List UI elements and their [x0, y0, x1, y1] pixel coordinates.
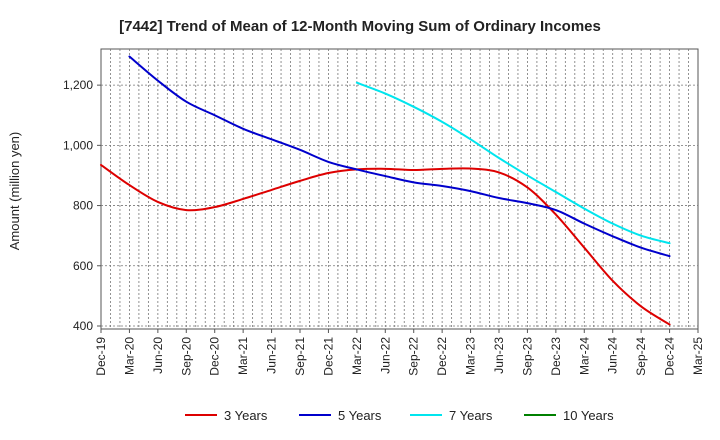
x-axis: Dec-19 Mar-20 Jun-20 Sep-20 Dec-20 Mar-21 Jun-… — [94, 329, 705, 376]
plot-frame — [100, 48, 699, 330]
x-tick-label: Sep-24 — [634, 337, 648, 376]
x-tick-label: Jun-23 — [492, 337, 506, 374]
x-tick-label: Mar-22 — [350, 337, 364, 375]
x-tick-label: Sep-22 — [407, 337, 421, 376]
x-tick-label: Sep-21 — [293, 337, 307, 376]
series-layer — [100, 55, 671, 326]
x-tick-label: Dec-20 — [208, 337, 222, 376]
x-tick-label: Jun-24 — [606, 337, 620, 374]
x-tick-label: Mar-25 — [691, 337, 705, 375]
x-tick-label: Dec-24 — [663, 337, 677, 376]
x-tick-label: Mar-24 — [577, 337, 591, 375]
x-tick-label: Jun-21 — [265, 337, 279, 374]
x-tick-label: Dec-23 — [549, 337, 563, 376]
chart-title: [7442] Trend of Mean of 12-Month Moving … — [119, 18, 601, 35]
series-line-5-years — [128, 55, 671, 258]
x-tick-label: Dec-21 — [321, 337, 335, 376]
legend: 3 Years 5 Years 7 Years 10 Years — [185, 408, 614, 423]
x-tick-label: Dec-19 — [94, 337, 108, 376]
y-axis-label: Amount (million yen) — [7, 132, 22, 251]
y-tick-label: 600 — [73, 259, 93, 273]
x-tick-label: Dec-22 — [435, 337, 449, 376]
x-tick-label: Jun-22 — [378, 337, 392, 374]
y-tick-label: 400 — [73, 319, 93, 333]
y-axis: 400 600 800 1,000 1,200 — [63, 78, 101, 333]
x-tick-label: Jun-20 — [151, 337, 165, 374]
series-line-7-years — [355, 81, 671, 245]
legend-label-10-years: 10 Years — [563, 408, 614, 423]
x-tick-label: Mar-20 — [122, 337, 136, 375]
legend-label-5-years: 5 Years — [338, 408, 382, 423]
x-tick-label: Mar-23 — [464, 337, 478, 375]
y-tick-label: 1,000 — [63, 138, 93, 152]
legend-label-7-years: 7 Years — [449, 408, 493, 423]
grid — [101, 49, 698, 329]
x-tick-label: Sep-23 — [520, 337, 534, 376]
plot-area — [100, 48, 699, 330]
series-line-3-years — [100, 163, 671, 326]
x-tick-label: Mar-21 — [236, 337, 250, 375]
x-tick-label: Sep-20 — [179, 337, 193, 376]
y-tick-label: 800 — [73, 199, 93, 213]
legend-label-3-years: 3 Years — [224, 408, 268, 423]
y-tick-label: 1,200 — [63, 78, 93, 92]
